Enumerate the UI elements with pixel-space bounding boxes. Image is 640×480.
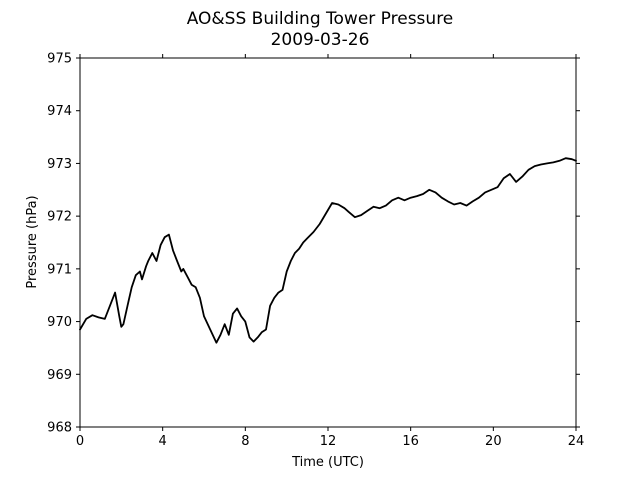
x-axis-label: Time (UTC) [291, 455, 364, 470]
x-tick-label: 4 [159, 434, 167, 449]
x-tick-label: 12 [320, 434, 337, 449]
chart-title: AO&SS Building Tower Pressure [187, 9, 454, 29]
y-tick-label: 975 [47, 52, 72, 67]
chart-subtitle: 2009-03-26 [271, 30, 370, 50]
x-tick-label: 16 [402, 434, 419, 449]
y-tick-label: 969 [47, 368, 72, 383]
plot-frame [79, 57, 577, 428]
pressure-series-line [79, 157, 577, 344]
y-tick-label: 970 [47, 315, 72, 330]
y-tick-label: 968 [47, 421, 72, 436]
x-tick-label: 8 [241, 434, 249, 449]
y-tick-label: 971 [47, 262, 72, 277]
data-series [79, 157, 577, 344]
y-tick-label: 974 [47, 104, 72, 119]
axis-ticks: 0 4 8 12 16 20 24 968 969 970 971 972 973 974 975 [47, 52, 584, 450]
x-tick-label: 24 [568, 434, 585, 449]
y-tick-label: 972 [47, 210, 72, 225]
y-axis-label: Pressure (hPa) [25, 195, 40, 288]
x-tick-label: 0 [76, 434, 84, 449]
y-tick-label: 973 [47, 157, 72, 172]
x-tick-label: 20 [485, 434, 502, 449]
